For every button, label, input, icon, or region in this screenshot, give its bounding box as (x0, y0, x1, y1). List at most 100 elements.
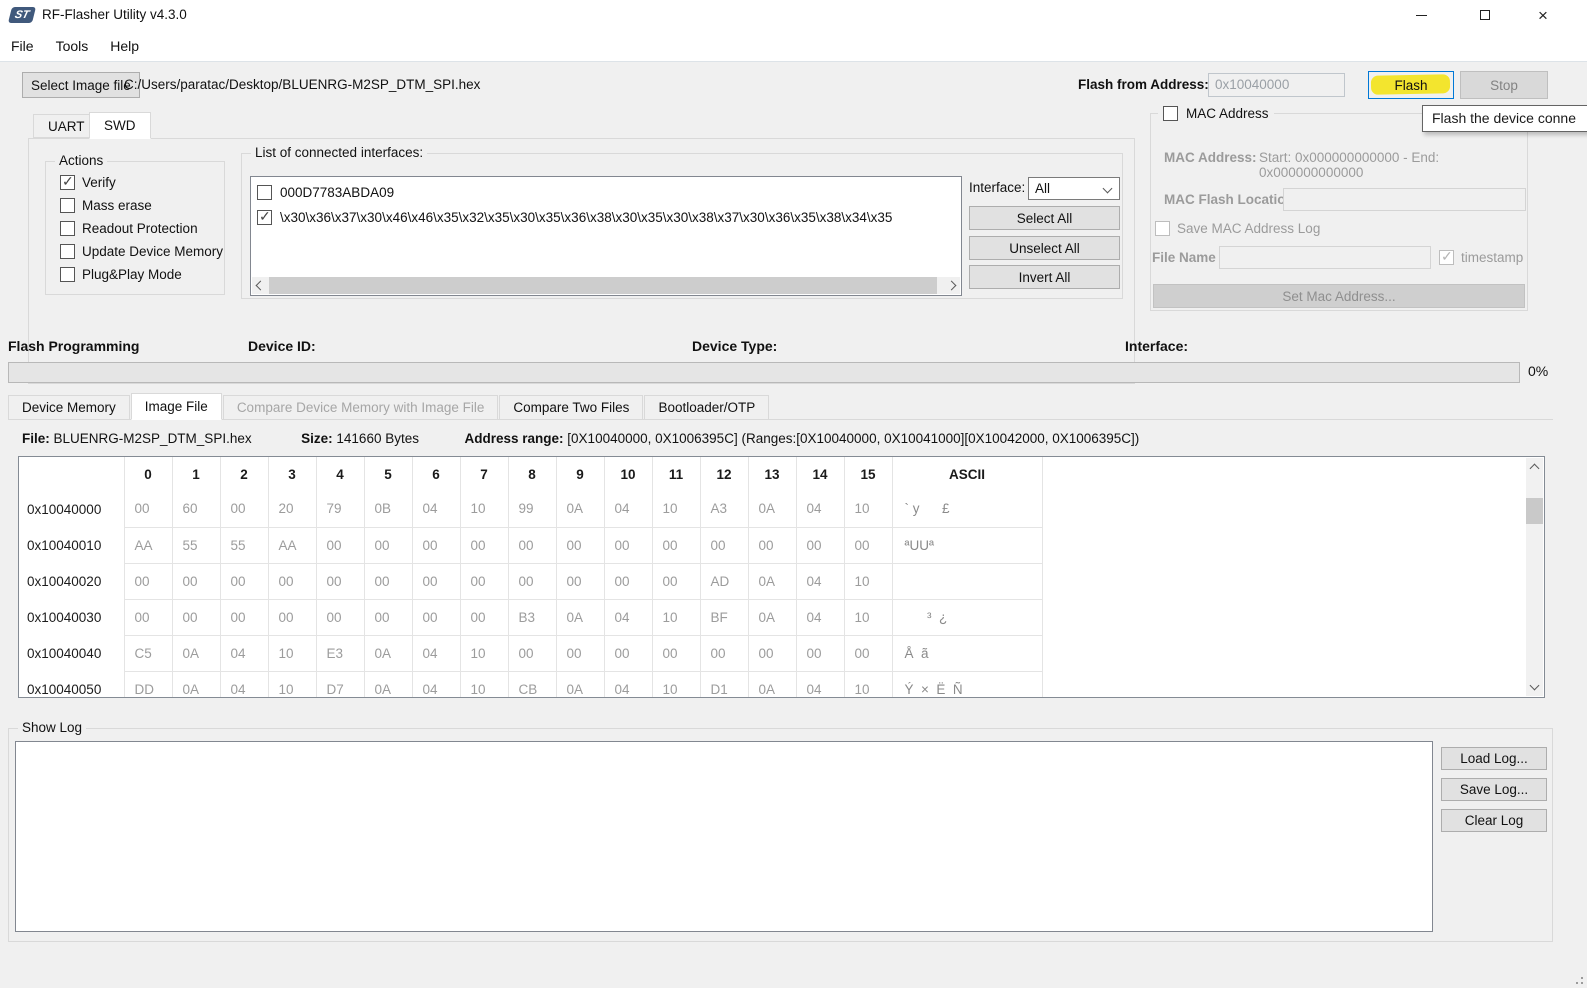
file-value: BLUENRG-M2SP_DTM_SPI.hex (53, 431, 252, 446)
timestamp-label: timestamp (1461, 250, 1524, 265)
hex-byte-cell: 0A (747, 491, 796, 527)
checkbox-row-mass-erase[interactable]: Mass erase (60, 197, 224, 214)
hex-byte-cell: 00 (651, 526, 700, 563)
hex-col-header: 8 (507, 457, 556, 491)
hex-byte-cell: BF (699, 598, 748, 635)
plug-play-mode-label: Plug&Play Mode (82, 267, 182, 282)
title-bar: ST RF-Flasher Utility v4.3.0 × (0, 0, 1587, 30)
hex-byte-cell: 00 (699, 634, 748, 671)
address-range-label: Address range: (464, 431, 564, 446)
connected-interfaces-title: List of connected interfaces: (251, 145, 428, 160)
invert-all-button[interactable]: Invert All (969, 265, 1120, 289)
hex-col-header: 6 (411, 457, 460, 491)
interface-filter-dropdown[interactable]: All (1028, 177, 1120, 200)
tab-device-memory[interactable]: Device Memory (8, 395, 130, 419)
ascii-cell: Ý × Ë Ñ (891, 670, 1043, 697)
hex-byte-cell: 00 (363, 598, 412, 635)
hex-dump-panel: 0 1 2 3 4 5 6 7 8 9 10 11 12 13 14 15 ASCII 0x10040000 00 6… (18, 456, 1545, 698)
checkbox-row-update-device-memory[interactable]: Update Device Memory (60, 243, 224, 260)
interface-list-item[interactable]: \x30\x36\x37\x30\x46\x46\x35\x32\x35\x30… (257, 208, 961, 227)
clear-log-button[interactable]: Clear Log (1441, 809, 1547, 832)
actions-group-title: Actions (55, 153, 108, 168)
select-all-button[interactable]: Select All (969, 206, 1120, 230)
interface-status-label: Interface: (1125, 338, 1189, 354)
vertical-scrollbar[interactable] (1526, 458, 1543, 696)
update-device-memory-checkbox[interactable] (60, 244, 75, 259)
hex-byte-cell: 0A (363, 670, 412, 697)
scroll-left-icon[interactable] (252, 277, 269, 294)
verify-checkbox[interactable] (60, 173, 75, 190)
interface-checkbox[interactable] (257, 208, 272, 225)
checkbox-row-verify[interactable]: Verify (60, 173, 224, 191)
close-button[interactable]: × (1520, 0, 1566, 30)
tab-swd[interactable]: SWD (89, 112, 151, 139)
hex-col-header: 15 (843, 457, 892, 491)
hex-col-header: 11 (651, 457, 700, 491)
hex-col-header: 12 (699, 457, 748, 491)
horizontal-scrollbar[interactable] (252, 277, 960, 294)
hex-byte-cell: 10 (843, 670, 892, 697)
save-log-button[interactable]: Save Log... (1441, 778, 1547, 801)
flash-from-address-input[interactable]: 0x10040000 (1208, 73, 1345, 97)
hex-byte-cell: 04 (795, 598, 844, 635)
selected-file-path: C:/Users/paratac/Desktop/BLUENRG-M2SP_DT… (124, 77, 481, 92)
hex-byte-cell: 04 (795, 562, 844, 599)
st-logo-icon: ST (8, 7, 36, 23)
hex-byte-cell: 10 (459, 634, 508, 671)
log-output[interactable] (15, 741, 1433, 932)
resize-grip[interactable] (1571, 972, 1583, 984)
hex-byte-cell: 00 (267, 562, 316, 599)
actions-group: Actions Verify Mass erase Readout Protec… (45, 153, 225, 295)
interface-checkbox[interactable] (257, 185, 272, 200)
hex-byte-cell: 00 (459, 598, 508, 635)
hex-corner-cell (19, 457, 124, 491)
minimize-button[interactable] (1398, 0, 1444, 30)
tab-bootloader-otp[interactable]: Bootloader/OTP (644, 395, 770, 419)
hex-byte-cell: 00 (459, 562, 508, 599)
load-log-button[interactable]: Load Log... (1441, 747, 1547, 770)
flash-button[interactable]: Flash (1368, 71, 1454, 99)
checkbox-row-readout-protection[interactable]: Readout Protection (60, 220, 224, 237)
save-mac-log-label: Save MAC Address Log (1177, 221, 1321, 236)
interface-list-item[interactable]: 000D7783ABDA09 (257, 183, 961, 202)
menu-file[interactable]: File (11, 37, 34, 54)
hex-byte-cell: 10 (843, 598, 892, 635)
hex-byte-cell: 04 (603, 598, 652, 635)
readout-protection-checkbox[interactable] (60, 221, 75, 236)
hex-address-cell: 0x10040000 (27, 501, 102, 517)
select-image-file-button[interactable]: Select Image file (22, 72, 140, 98)
unselect-all-button[interactable]: Unselect All (969, 236, 1120, 260)
hex-byte-cell: 00 (411, 526, 460, 563)
menu-tools[interactable]: Tools (55, 37, 89, 54)
hex-col-header: 14 (795, 457, 844, 491)
address-range-value: [0X10040000, 0X1006395C] (567, 431, 738, 446)
plug-play-mode-checkbox[interactable] (60, 267, 75, 282)
mac-address-checkbox[interactable] (1163, 106, 1178, 121)
scroll-up-icon[interactable] (1526, 460, 1543, 477)
tab-image-file[interactable]: Image File (130, 393, 222, 420)
mass-erase-checkbox[interactable] (60, 198, 75, 213)
maximize-button[interactable] (1462, 0, 1508, 30)
device-type-label: Device Type: (692, 338, 778, 354)
hex-byte-cell: 79 (315, 491, 364, 527)
tab-uart[interactable]: UART (33, 114, 100, 138)
checkbox-row-plug-play-mode[interactable]: Plug&Play Mode (60, 266, 224, 283)
hex-byte-cell: D1 (699, 670, 748, 697)
hex-address-cell: 0x10040040 (27, 645, 102, 661)
tab-compare-two-files[interactable]: Compare Two Files (499, 395, 644, 419)
hex-byte-cell: 00 (411, 598, 460, 635)
scrollbar-thumb[interactable] (269, 277, 937, 294)
hex-byte-cell: 04 (603, 491, 652, 527)
scroll-right-icon[interactable] (943, 277, 960, 294)
scrollbar-thumb[interactable] (1526, 498, 1543, 524)
show-log-group: Show Log Load Log... Save Log... Clear L… (8, 720, 1553, 942)
progress-percent: 0% (1528, 363, 1549, 379)
menu-help[interactable]: Help (110, 37, 140, 54)
hex-byte-cell: 00 (651, 634, 700, 671)
hex-byte-cell: 10 (651, 598, 700, 635)
mac-flash-location-label: MAC Flash Location (1164, 192, 1294, 207)
hex-col-header: 9 (555, 457, 604, 491)
hex-byte-cell: 10 (651, 491, 700, 527)
hex-byte-cell: 00 (219, 562, 268, 599)
scroll-down-icon[interactable] (1526, 677, 1543, 694)
